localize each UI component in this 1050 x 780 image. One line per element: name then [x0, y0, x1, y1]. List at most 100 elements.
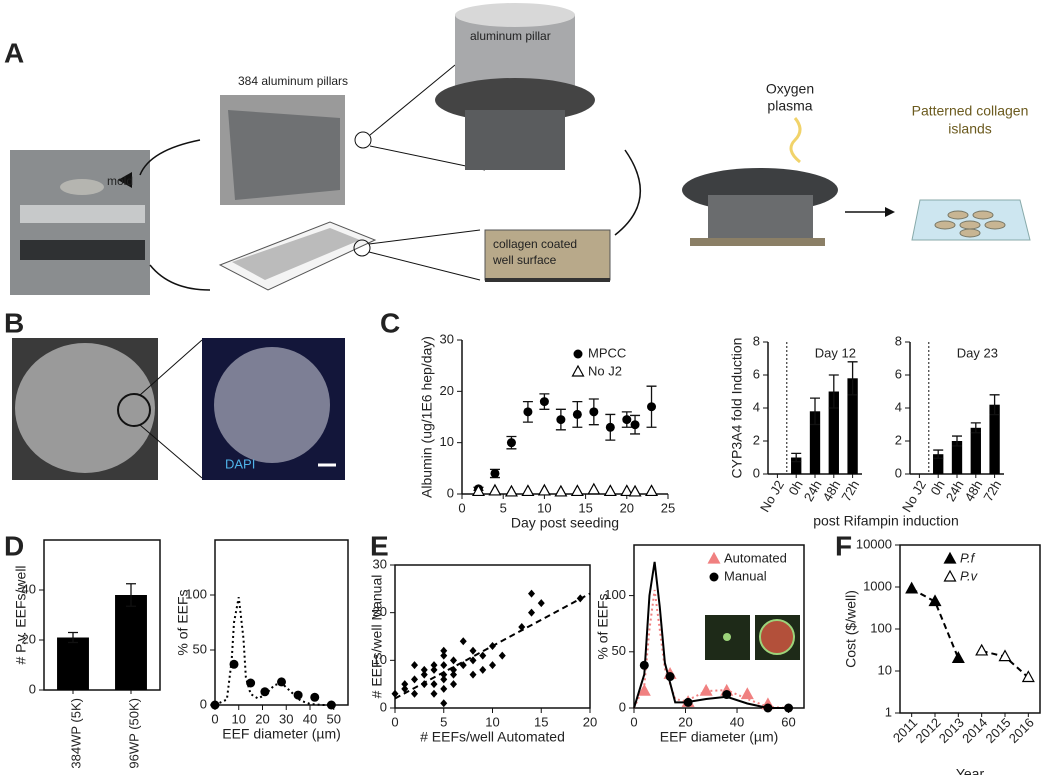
- x-tick-label: 10: [232, 711, 246, 726]
- point: [430, 661, 438, 670]
- x-tick-label: 24h: [943, 478, 967, 504]
- y-tick-label: 10000: [856, 536, 892, 551]
- x-tick-label: 15: [534, 714, 548, 729]
- pillar-cylinder: [455, 15, 575, 90]
- y-tick-label: 6: [895, 366, 902, 381]
- point: [310, 692, 320, 702]
- point: [943, 569, 957, 582]
- point: [951, 651, 965, 663]
- micrograph-glow: [15, 343, 155, 473]
- x-tick-label: 24h: [801, 478, 825, 504]
- line: [633, 589, 789, 709]
- legend-label: No J2: [588, 363, 622, 378]
- inset-object: [759, 619, 795, 655]
- point: [647, 402, 657, 412]
- point: [469, 656, 477, 665]
- point: [620, 484, 634, 497]
- bar: [847, 378, 858, 474]
- point: [506, 438, 516, 448]
- y-tick-label: 30: [373, 556, 387, 571]
- point: [459, 661, 467, 670]
- panel-letter: C: [380, 307, 400, 338]
- arrowhead: [885, 207, 895, 217]
- point: [411, 661, 418, 670]
- x-tick-label: 5: [440, 714, 447, 729]
- arrow: [614, 149, 642, 236]
- y-tick-label: 30: [440, 331, 454, 346]
- zoom-circle: [354, 131, 372, 149]
- label: plasma: [767, 98, 812, 114]
- arrow: [149, 264, 211, 291]
- y-tick-label: 1000: [863, 578, 892, 593]
- y-axis-label: Albumin (ug/1E6 hep/day): [419, 336, 435, 498]
- point: [975, 643, 989, 656]
- y-axis-label: Cost ($/well): [843, 590, 859, 668]
- x-tick-label: 2014: [959, 715, 990, 746]
- x-tick-label: 0: [630, 714, 637, 729]
- y-tick-label: 50: [612, 643, 626, 658]
- point: [420, 670, 428, 679]
- point: [998, 649, 1012, 662]
- y-tick-label: 0: [380, 699, 387, 714]
- point: [440, 675, 448, 684]
- point: [539, 397, 549, 407]
- x-tick-label: 20: [583, 714, 597, 729]
- error-bar: [828, 374, 839, 409]
- label: aluminum pillar: [470, 29, 551, 43]
- bar: [933, 454, 944, 474]
- point: [229, 659, 239, 669]
- label: collagen coated: [493, 237, 577, 251]
- point: [722, 690, 732, 700]
- x-tick-label: 5: [500, 500, 507, 515]
- x-tick-label: 15: [578, 500, 592, 515]
- point: [518, 622, 526, 631]
- point: [277, 677, 286, 687]
- point: [537, 483, 551, 496]
- point: [637, 683, 651, 696]
- label: Oxygen: [766, 81, 814, 97]
- x-tick-label: 20: [255, 711, 269, 726]
- y-tick-label: 0: [200, 696, 207, 711]
- y-axis-label: CYP3A4 fold Induction: [729, 338, 745, 479]
- point: [740, 687, 754, 700]
- point: [440, 651, 448, 660]
- point: [260, 687, 270, 697]
- x-tick-label: 96WP (50K): [126, 698, 141, 769]
- label: islands: [948, 121, 992, 137]
- x-tick-label: 48h: [962, 478, 986, 504]
- y-axis-label: # EEFs/well Manual: [369, 575, 385, 699]
- point: [521, 484, 535, 497]
- point: [420, 680, 428, 689]
- point: [639, 660, 649, 670]
- plasma-pillars: [708, 195, 813, 240]
- colony: [214, 347, 330, 463]
- point: [471, 484, 485, 497]
- point: [605, 422, 615, 432]
- point: [571, 364, 585, 377]
- x-tick-label: 2012: [912, 715, 943, 746]
- point: [488, 483, 502, 496]
- point: [420, 665, 428, 674]
- line: [214, 597, 334, 706]
- y-tick-label: 1: [885, 704, 892, 719]
- point: [498, 651, 506, 660]
- inset-object: [723, 633, 731, 641]
- x-tick-label: 0: [211, 711, 218, 726]
- point: [528, 589, 535, 598]
- x-tick-label: 384WP (5K): [68, 698, 83, 769]
- panel-a: mold 384 aluminum pillars aluminum pilla…: [10, 3, 1031, 295]
- point: [469, 670, 477, 679]
- y-tick-label: 0: [753, 465, 760, 480]
- y-tick-label: 4: [895, 399, 902, 414]
- error-bar: [989, 394, 1000, 416]
- arrow: [139, 139, 201, 176]
- y-tick-label: 10: [878, 662, 892, 677]
- point: [440, 684, 448, 693]
- point: [490, 468, 500, 478]
- error-bar: [810, 397, 820, 426]
- y-tick-label: 20: [22, 631, 36, 646]
- legend-label: P.v: [960, 568, 979, 583]
- point: [928, 594, 942, 607]
- bar: [970, 427, 981, 474]
- point: [709, 572, 719, 582]
